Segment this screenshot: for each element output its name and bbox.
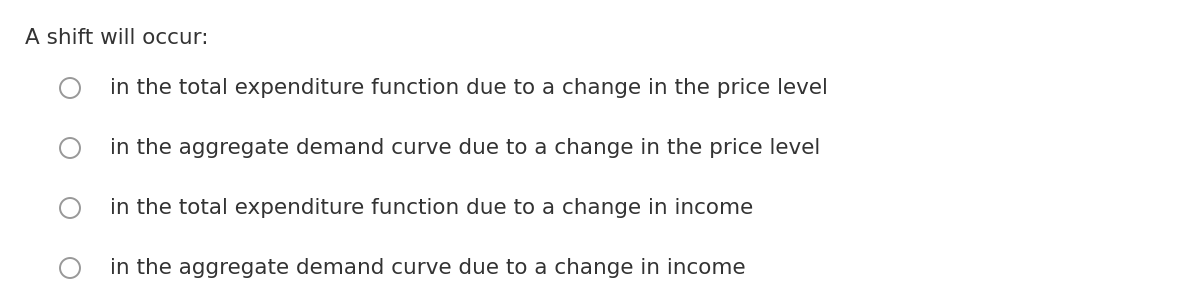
Text: A shift will occur:: A shift will occur:: [25, 28, 209, 48]
Circle shape: [60, 198, 80, 218]
Circle shape: [60, 78, 80, 98]
Text: in the aggregate demand curve due to a change in income: in the aggregate demand curve due to a c…: [110, 258, 745, 278]
Text: in the aggregate demand curve due to a change in the price level: in the aggregate demand curve due to a c…: [110, 138, 821, 158]
Circle shape: [60, 258, 80, 278]
Text: in the total expenditure function due to a change in income: in the total expenditure function due to…: [110, 198, 754, 218]
Text: in the total expenditure function due to a change in the price level: in the total expenditure function due to…: [110, 78, 828, 98]
Circle shape: [60, 138, 80, 158]
